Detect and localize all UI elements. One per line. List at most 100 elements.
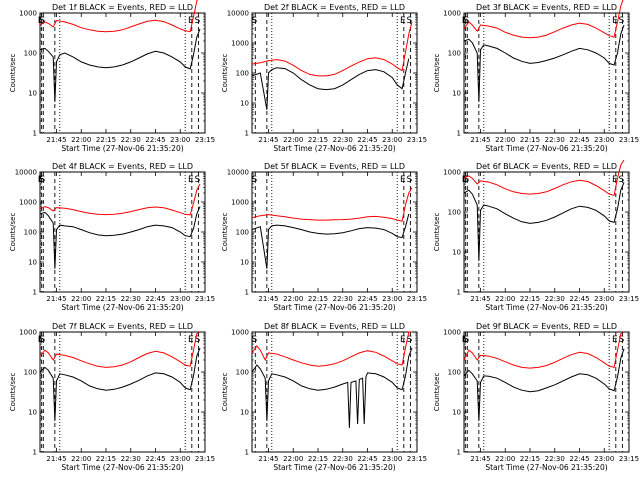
y-axis-label: Counts/sec bbox=[433, 213, 441, 252]
marker-label: S bbox=[195, 16, 201, 26]
x-tick-label: 22:15 bbox=[308, 455, 328, 463]
y-tick-label: 1000 bbox=[19, 10, 37, 18]
x-tick-label: 22:45 bbox=[145, 136, 165, 144]
series-line-lld bbox=[463, 331, 625, 369]
x-tick-label: 23:15 bbox=[407, 136, 427, 144]
marker-label: E bbox=[462, 175, 468, 185]
chart-title: Det 2f BLACK = Events, RED = LLD bbox=[264, 3, 405, 12]
chart-title: Det 6f BLACK = Events, RED = LLD bbox=[476, 162, 617, 171]
x-tick-label: 22:30 bbox=[545, 455, 565, 463]
x-tick-label: 21:45 bbox=[258, 295, 278, 303]
y-tick-label: 10 bbox=[452, 90, 461, 98]
y-tick-label: 1 bbox=[245, 130, 249, 138]
x-tick-label: 23:00 bbox=[170, 455, 190, 463]
y-tick-label: 100 bbox=[24, 229, 37, 237]
x-tick-label: 23:00 bbox=[170, 136, 190, 144]
series-line-lld bbox=[463, 0, 624, 39]
x-tick-label: 22:00 bbox=[71, 295, 91, 303]
x-tick-label: 22:00 bbox=[71, 136, 91, 144]
y-tick-label: 100 bbox=[236, 229, 249, 237]
x-tick-label: 21:45 bbox=[258, 455, 278, 463]
plot-frame bbox=[463, 331, 630, 453]
marker-label: S bbox=[463, 16, 469, 26]
marker-label: E bbox=[400, 335, 406, 345]
x-tick-label: 22:45 bbox=[357, 455, 377, 463]
x-tick-label: 22:30 bbox=[333, 455, 353, 463]
y-axis-label: Counts/sec bbox=[221, 54, 229, 93]
x-tick-label: 23:00 bbox=[594, 136, 614, 144]
x-tick-label: 23:00 bbox=[594, 455, 614, 463]
y-tick-label: 10000 bbox=[227, 10, 249, 18]
x-tick-label: 22:30 bbox=[121, 295, 141, 303]
x-tick-label: 22:30 bbox=[121, 136, 141, 144]
x-tick-label: 23:15 bbox=[407, 455, 427, 463]
x-axis-label: Start Time (27-Nov-06 21:35:20) bbox=[273, 144, 395, 153]
y-tick-label: 1000 bbox=[443, 329, 461, 337]
y-tick-label: 1 bbox=[33, 289, 37, 297]
y-tick-label: 100 bbox=[448, 209, 461, 217]
series-line-events bbox=[251, 347, 413, 428]
y-tick-label: 1 bbox=[457, 130, 461, 138]
marker-label: S bbox=[39, 175, 45, 185]
x-tick-label: 23:00 bbox=[382, 455, 402, 463]
x-axis-label: Start Time (27-Nov-06 21:35:20) bbox=[485, 144, 607, 153]
y-tick-label: 1 bbox=[245, 449, 249, 457]
y-tick-label: 10000 bbox=[15, 169, 37, 177]
x-tick-label: 22:30 bbox=[121, 455, 141, 463]
x-tick-label: 22:00 bbox=[495, 136, 515, 144]
chart-title: Det 7f BLACK = Events, RED = LLD bbox=[52, 322, 193, 331]
marker-label: E bbox=[188, 335, 194, 345]
series-line-events bbox=[39, 206, 201, 269]
x-tick-label: 21:45 bbox=[258, 136, 278, 144]
x-tick-label: 21:45 bbox=[470, 136, 490, 144]
x-axis-label: Start Time (27-Nov-06 21:35:20) bbox=[485, 463, 607, 472]
x-tick-label: 21:45 bbox=[46, 295, 66, 303]
marker-label: E bbox=[462, 335, 468, 345]
y-tick-label: 10 bbox=[452, 249, 461, 257]
y-axis-label: Counts/sec bbox=[433, 54, 441, 93]
chart-title: Det 5f BLACK = Events, RED = LLD bbox=[264, 162, 405, 171]
x-axis-label: Start Time (27-Nov-06 21:35:20) bbox=[61, 463, 183, 472]
marker-label: S bbox=[619, 175, 625, 185]
x-axis-label: Start Time (27-Nov-06 21:35:20) bbox=[61, 144, 183, 153]
chart-title: Det 4f BLACK = Events, RED = LLD bbox=[52, 162, 193, 171]
plot-frame bbox=[463, 171, 630, 293]
chart-panel-det-9: Det 9f BLACK = Events, RED = LLD 1 10 100 10… bbox=[433, 322, 639, 472]
x-tick-label: 22:45 bbox=[357, 295, 377, 303]
y-tick-label: 100 bbox=[24, 369, 37, 377]
x-tick-label: 22:15 bbox=[308, 295, 328, 303]
x-tick-label: 22:45 bbox=[357, 136, 377, 144]
plot-frame bbox=[39, 331, 206, 453]
chart-panel-det-7: Det 7f BLACK = Events, RED = LLD 1 10 100 10… bbox=[9, 322, 215, 472]
x-tick-label: 23:00 bbox=[382, 295, 402, 303]
plot-frame bbox=[251, 171, 418, 293]
x-tick-label: 22:15 bbox=[96, 136, 116, 144]
x-tick-label: 22:30 bbox=[333, 136, 353, 144]
x-tick-label: 23:15 bbox=[619, 455, 639, 463]
y-tick-label: 1 bbox=[457, 289, 461, 297]
marker-label: S bbox=[463, 175, 469, 185]
x-tick-label: 22:45 bbox=[145, 455, 165, 463]
y-axis-label: Counts/sec bbox=[433, 373, 441, 412]
y-tick-label: 10 bbox=[28, 259, 37, 267]
y-tick-label: 10 bbox=[240, 409, 249, 417]
y-tick-label: 10 bbox=[452, 409, 461, 417]
marker-label: E bbox=[462, 16, 468, 26]
y-tick-label: 10 bbox=[240, 100, 249, 108]
marker-label: E bbox=[612, 16, 618, 26]
y-axis-label: Counts/sec bbox=[9, 54, 17, 93]
x-tick-label: 23:00 bbox=[170, 295, 190, 303]
chart-panel-det-1: Det 1f BLACK = Events, RED = LLD 1 10 100 10… bbox=[9, 0, 215, 153]
chart-title: Det 1f BLACK = Events, RED = LLD bbox=[52, 3, 193, 12]
series-line-events bbox=[39, 347, 201, 421]
plot-frame bbox=[463, 12, 630, 134]
marker-label: S bbox=[251, 175, 257, 185]
marker-label: S bbox=[407, 16, 413, 26]
x-axis-label: Start Time (27-Nov-06 21:35:20) bbox=[273, 303, 395, 312]
y-axis-label: Counts/sec bbox=[9, 373, 17, 412]
marker-label: S bbox=[619, 16, 625, 26]
series-line-lld bbox=[251, 21, 413, 77]
x-tick-label: 23:00 bbox=[382, 136, 402, 144]
x-tick-label: 22:00 bbox=[283, 295, 303, 303]
x-tick-label: 22:15 bbox=[308, 136, 328, 144]
